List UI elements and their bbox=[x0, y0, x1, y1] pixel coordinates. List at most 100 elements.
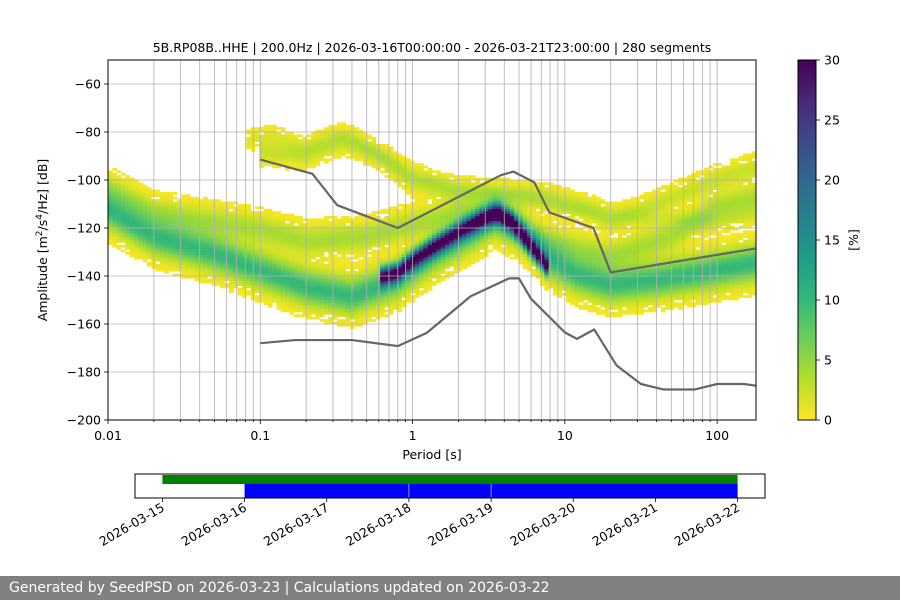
heatmap-cell bbox=[591, 278, 597, 282]
heatmap-cell bbox=[315, 244, 321, 248]
heatmap-cell bbox=[432, 187, 437, 190]
heatmap-cell bbox=[444, 223, 450, 226]
heatmap-cell bbox=[509, 216, 515, 219]
heatmap-cell bbox=[272, 288, 277, 291]
heatmap-cell bbox=[401, 278, 407, 282]
heatmap-cell bbox=[298, 288, 303, 291]
heatmap-cell bbox=[259, 213, 264, 217]
heatmap-cell bbox=[319, 244, 325, 248]
heatmap-cell bbox=[518, 237, 524, 241]
heatmap-cell bbox=[509, 240, 515, 243]
heatmap-cell bbox=[155, 189, 161, 193]
heatmap-cell bbox=[211, 266, 217, 270]
heatmap-cell bbox=[570, 283, 575, 286]
heatmap-cell bbox=[172, 266, 178, 270]
heatmap-cell bbox=[552, 196, 558, 200]
heatmap-cell bbox=[367, 280, 372, 284]
heatmap-cell bbox=[302, 244, 308, 248]
heatmap-cell bbox=[466, 218, 472, 222]
heatmap-cell bbox=[565, 283, 571, 286]
heatmap-cell bbox=[453, 204, 459, 207]
heatmap-cell bbox=[267, 254, 273, 258]
heatmap-cell bbox=[587, 261, 593, 265]
heatmap-cell bbox=[146, 225, 152, 229]
heatmap-cell bbox=[462, 196, 467, 200]
heatmap-cell bbox=[177, 213, 182, 217]
heatmap-cell bbox=[406, 278, 411, 282]
heatmap-cell bbox=[319, 139, 325, 142]
heatmap-cell bbox=[289, 271, 295, 274]
heatmap-cell bbox=[280, 304, 286, 308]
heatmap-cell bbox=[401, 273, 407, 277]
heatmap-cell bbox=[540, 283, 545, 286]
heatmap-cell bbox=[488, 220, 493, 224]
heatmap-cell bbox=[535, 192, 541, 195]
heatmap-cell bbox=[194, 218, 200, 222]
heatmap-cell bbox=[561, 276, 567, 279]
heatmap-cell bbox=[496, 211, 502, 214]
heatmap-cell bbox=[371, 280, 377, 284]
heatmap-cell bbox=[565, 295, 571, 298]
heatmap-cell bbox=[587, 240, 593, 243]
heatmap-cell bbox=[527, 189, 532, 193]
heatmap-cell bbox=[375, 268, 381, 272]
heatmap-cell bbox=[380, 148, 385, 152]
heatmap-cell bbox=[280, 264, 286, 267]
heatmap-cell bbox=[522, 211, 528, 214]
heatmap-cell bbox=[120, 206, 126, 210]
heatmap-cell bbox=[298, 278, 303, 282]
heatmap-cell bbox=[354, 297, 359, 301]
heatmap-cell bbox=[414, 273, 420, 277]
heatmap-cell bbox=[112, 225, 118, 229]
heatmap-cell bbox=[488, 213, 493, 217]
heatmap-cell bbox=[263, 244, 269, 248]
heatmap-cell bbox=[358, 136, 364, 140]
heatmap-cell bbox=[125, 175, 130, 178]
heatmap-cell bbox=[224, 218, 230, 222]
heatmap-cell bbox=[496, 189, 502, 193]
heatmap-cell bbox=[220, 271, 226, 274]
heatmap-cell bbox=[306, 244, 312, 248]
heatmap-cell bbox=[583, 225, 588, 229]
heatmap-cell bbox=[224, 211, 230, 214]
heatmap-cell bbox=[328, 228, 334, 231]
heatmap-cell bbox=[138, 189, 143, 193]
heatmap-cell bbox=[146, 256, 152, 260]
heatmap-cell bbox=[527, 216, 532, 219]
heatmap-cell bbox=[393, 278, 398, 282]
heatmap-cell bbox=[276, 256, 282, 260]
heatmap-cell bbox=[354, 216, 359, 219]
heatmap-cell bbox=[423, 199, 429, 202]
heatmap-cell bbox=[328, 146, 334, 150]
heatmap-cell bbox=[116, 194, 122, 198]
heatmap-cell bbox=[367, 290, 372, 294]
heatmap-cell bbox=[155, 208, 161, 212]
heatmap-cell bbox=[444, 187, 450, 190]
heatmap-cell bbox=[142, 256, 148, 260]
heatmap-cell bbox=[449, 247, 454, 250]
heatmap-cell bbox=[345, 297, 351, 301]
heatmap-cell bbox=[570, 208, 575, 212]
heatmap-cell bbox=[228, 235, 234, 238]
heatmap-cell bbox=[380, 244, 385, 248]
heatmap-cell bbox=[133, 204, 139, 207]
heatmap-cell bbox=[384, 148, 390, 152]
heatmap-cell bbox=[246, 261, 251, 265]
heatmap-cell bbox=[311, 144, 316, 147]
heatmap-cell bbox=[488, 218, 493, 222]
heatmap-cell bbox=[267, 211, 273, 214]
heatmap-cell bbox=[194, 256, 200, 260]
heatmap-cell bbox=[514, 220, 519, 224]
heatmap-cell bbox=[358, 237, 364, 241]
heatmap-cell bbox=[380, 160, 385, 164]
heatmap-cell bbox=[522, 235, 528, 238]
heatmap-cell bbox=[280, 218, 286, 222]
heatmap-cell bbox=[436, 261, 442, 265]
heatmap-cell bbox=[198, 264, 204, 267]
heatmap-cell bbox=[548, 225, 554, 229]
heatmap-cell bbox=[263, 132, 269, 135]
heatmap-cell bbox=[397, 290, 403, 294]
heatmap-cell bbox=[224, 204, 230, 207]
heatmap-cell bbox=[578, 304, 584, 308]
heatmap-cell bbox=[565, 235, 571, 238]
